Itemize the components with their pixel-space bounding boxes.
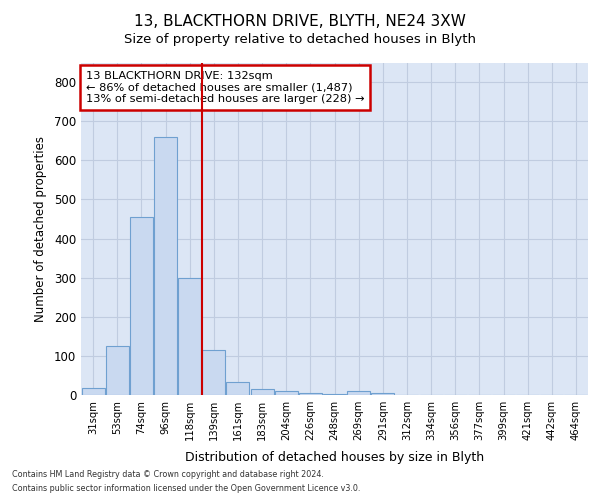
Bar	[106, 346, 128, 395]
X-axis label: Distribution of detached houses by size in Blyth: Distribution of detached houses by size …	[185, 452, 484, 464]
Bar	[82, 388, 104, 395]
Y-axis label: Number of detached properties: Number of detached properties	[34, 136, 47, 322]
Bar	[347, 391, 370, 395]
Bar	[275, 391, 298, 395]
Text: Contains HM Land Registry data © Crown copyright and database right 2024.: Contains HM Land Registry data © Crown c…	[12, 470, 324, 479]
Bar	[202, 350, 225, 395]
Bar	[226, 382, 250, 395]
Bar	[323, 394, 346, 395]
Text: Size of property relative to detached houses in Blyth: Size of property relative to detached ho…	[124, 32, 476, 46]
Bar	[154, 137, 177, 395]
Text: 13, BLACKTHORN DRIVE, BLYTH, NE24 3XW: 13, BLACKTHORN DRIVE, BLYTH, NE24 3XW	[134, 14, 466, 29]
Bar	[251, 389, 274, 395]
Text: Contains public sector information licensed under the Open Government Licence v3: Contains public sector information licen…	[12, 484, 361, 493]
Bar	[178, 278, 201, 395]
Text: 13 BLACKTHORN DRIVE: 132sqm
← 86% of detached houses are smaller (1,487)
13% of : 13 BLACKTHORN DRIVE: 132sqm ← 86% of det…	[86, 71, 365, 104]
Bar	[130, 217, 153, 395]
Bar	[299, 393, 322, 395]
Bar	[371, 393, 394, 395]
